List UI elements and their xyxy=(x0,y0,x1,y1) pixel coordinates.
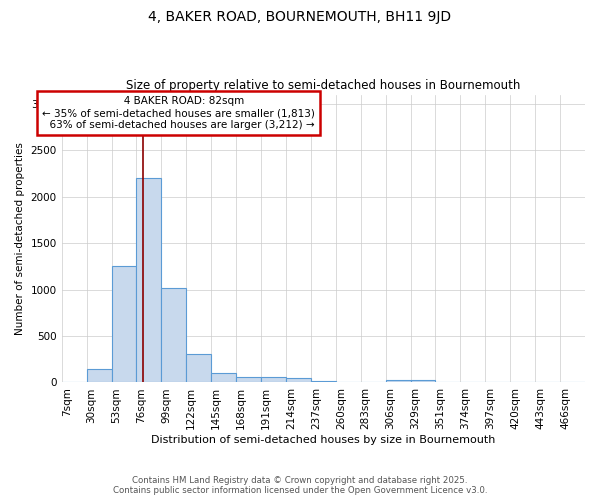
Bar xyxy=(136,178,161,382)
Y-axis label: Number of semi-detached properties: Number of semi-detached properties xyxy=(15,142,25,335)
Bar xyxy=(311,380,336,382)
Bar xyxy=(211,373,236,382)
Bar xyxy=(410,380,436,382)
Bar xyxy=(161,288,186,382)
Text: 4, BAKER ROAD, BOURNEMOUTH, BH11 9JD: 4, BAKER ROAD, BOURNEMOUTH, BH11 9JD xyxy=(148,10,452,24)
Bar xyxy=(236,377,261,382)
Bar xyxy=(86,368,112,382)
Bar xyxy=(186,354,211,382)
Title: Size of property relative to semi-detached houses in Bournemouth: Size of property relative to semi-detach… xyxy=(126,79,521,92)
Bar xyxy=(112,266,136,382)
Text: 4 BAKER ROAD: 82sqm
← 35% of semi-detached houses are smaller (1,813)
  63% of s: 4 BAKER ROAD: 82sqm ← 35% of semi-detach… xyxy=(42,96,315,130)
Bar xyxy=(261,378,286,382)
Text: Contains HM Land Registry data © Crown copyright and database right 2025.
Contai: Contains HM Land Registry data © Crown c… xyxy=(113,476,487,495)
Bar xyxy=(286,378,311,382)
X-axis label: Distribution of semi-detached houses by size in Bournemouth: Distribution of semi-detached houses by … xyxy=(151,435,496,445)
Bar xyxy=(386,380,410,382)
